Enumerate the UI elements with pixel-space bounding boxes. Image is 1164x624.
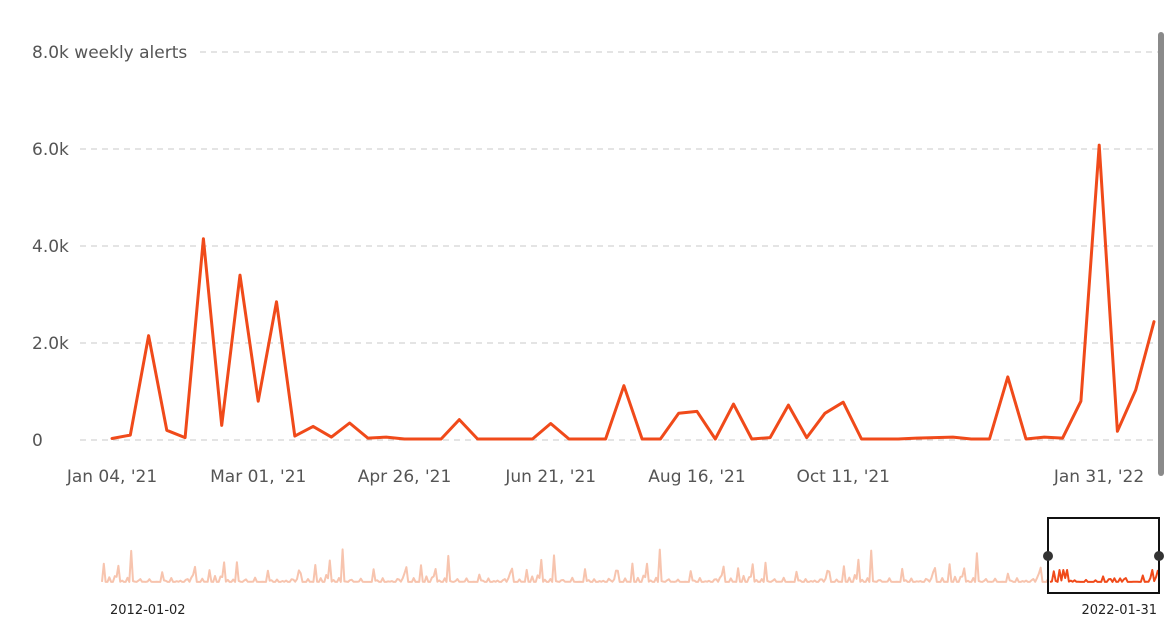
y-axis-ticks: 0 2.0k 4.0k 6.0k 8.0k weekly alerts [32, 43, 187, 451]
range-brush[interactable]: 2012-01-02 2022-01-31 [101, 517, 1164, 618]
y-tick-label: 8.0k weekly alerts [32, 43, 187, 63]
brush-window[interactable] [1047, 517, 1160, 594]
x-tick-label: Oct 11, '21 [796, 467, 890, 487]
y-tick-label: 2.0k [32, 334, 69, 354]
x-axis-ticks: Jan 04, '21 Mar 01, '21 Apr 26, '21 Jun 21,… [66, 467, 1144, 487]
x-tick-label: Aug 16, '21 [648, 467, 745, 487]
brush-right-handle[interactable] [1154, 551, 1164, 561]
y-tick-label: 4.0k [32, 237, 69, 257]
scrollbar[interactable] [1158, 32, 1164, 476]
y-tick-label: 0 [32, 431, 43, 451]
series-line [110, 143, 1156, 441]
brush-end-label: 2022-01-31 [1081, 603, 1157, 618]
x-tick-label: Jun 21, '21 [504, 467, 596, 487]
y-tick-label: 6.0k [32, 140, 69, 160]
brush-left-handle[interactable] [1043, 551, 1053, 561]
overview-selected-line [1049, 569, 1159, 583]
overview-line [101, 548, 1049, 583]
x-tick-label: Apr 26, '21 [358, 467, 452, 487]
brush-start-label: 2012-01-02 [110, 603, 186, 618]
y-gridlines [80, 51, 1158, 441]
x-tick-label: Jan 04, '21 [66, 467, 157, 487]
x-tick-label: Mar 01, '21 [210, 467, 306, 487]
x-tick-label: Jan 31, '22 [1053, 467, 1144, 487]
